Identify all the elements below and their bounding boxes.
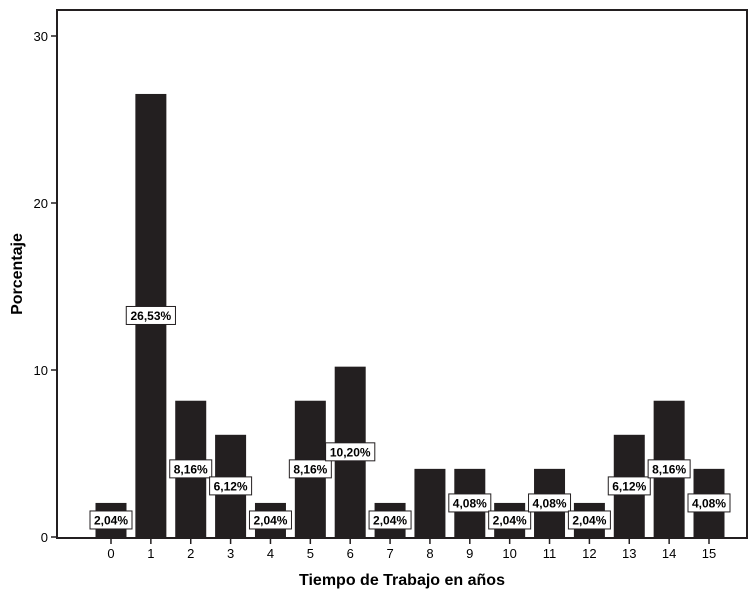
data-label: 6,12% [607,476,651,496]
data-label: 6,12% [209,476,253,496]
x-tick-label: 11 [543,546,557,561]
x-tick-label: 0 [107,546,114,561]
data-label-text: 6,12% [214,479,248,493]
data-label-box [288,459,332,479]
data-label: 8,16% [647,459,691,479]
data-label: 4,08% [687,493,731,513]
data-label: 2,04% [368,510,412,530]
data-label-box [528,493,572,513]
data-label-text: 10,20% [330,445,371,459]
data-label-box [125,305,176,325]
x-tick-label: 14 [662,546,676,561]
data-label: 8,16% [288,459,332,479]
data-label-text: 8,16% [293,462,327,476]
data-label-box [488,510,532,530]
data-label-text: 4,08% [533,496,567,510]
data-label-text: 2,04% [572,513,606,527]
data-label-box [448,493,492,513]
x-axis: 0 1 2 3 4 5 6 7 8 9 10 11 12 13 14 15 [107,538,716,561]
x-tick-label: 8 [426,546,433,561]
data-labels: 2,04%26,53%8,16%6,12%2,04%8,16%10,20%2,0… [89,305,731,530]
x-axis-title: Tiempo de Trabajo en años [299,572,505,589]
data-label: 2,04% [89,510,133,530]
data-label: 10,20% [325,442,376,462]
x-tick-label: 7 [386,546,393,561]
y-axis: 0 10 20 30 [34,29,57,545]
y-tick-label: 20 [34,196,48,211]
data-label-text: 8,16% [174,462,208,476]
data-label-text: 2,04% [373,513,407,527]
data-label: 26,53% [125,305,176,325]
y-tick-label: 0 [41,530,48,545]
data-label-box [325,442,376,462]
x-tick-label: 1 [147,546,154,561]
data-label: 8,16% [169,459,213,479]
data-label-box [607,476,651,496]
bar [414,468,446,537]
data-label-box [209,476,253,496]
data-label-text: 2,04% [94,513,128,527]
x-tick-label: 15 [702,546,716,561]
data-label-box [687,493,731,513]
data-label-text: 8,16% [652,462,686,476]
data-label: 2,04% [248,510,292,530]
data-label-text: 2,04% [493,513,527,527]
data-label-text: 2,04% [253,513,287,527]
x-tick-label: 2 [187,546,194,561]
data-label: 2,04% [567,510,611,530]
x-tick-label: 9 [466,546,473,561]
x-tick-label: 5 [307,546,314,561]
x-tick-label: 12 [582,546,596,561]
data-label: 4,08% [528,493,572,513]
data-label-box [248,510,292,530]
x-tick-label: 10 [502,546,516,561]
data-label-text: 6,12% [612,479,646,493]
x-tick-label: 13 [622,546,636,561]
x-tick-label: 6 [347,546,354,561]
data-label-box [567,510,611,530]
data-label-text: 4,08% [453,496,487,510]
data-label-box [368,510,412,530]
data-label-text: 26,53% [131,309,172,323]
data-label: 2,04% [488,510,532,530]
data-label-box [169,459,213,479]
x-tick-label: 4 [267,546,274,561]
data-label: 4,08% [448,493,492,513]
plot-area [56,9,748,539]
data-label-box [89,510,133,530]
x-tick-label: 3 [227,546,234,561]
y-tick-label: 30 [34,29,48,44]
plot-frame [56,9,748,539]
y-axis-title: Porcentaje [9,233,26,315]
data-label-text: 4,08% [692,496,726,510]
data-label-box [647,459,691,479]
y-tick-label: 10 [34,363,48,378]
